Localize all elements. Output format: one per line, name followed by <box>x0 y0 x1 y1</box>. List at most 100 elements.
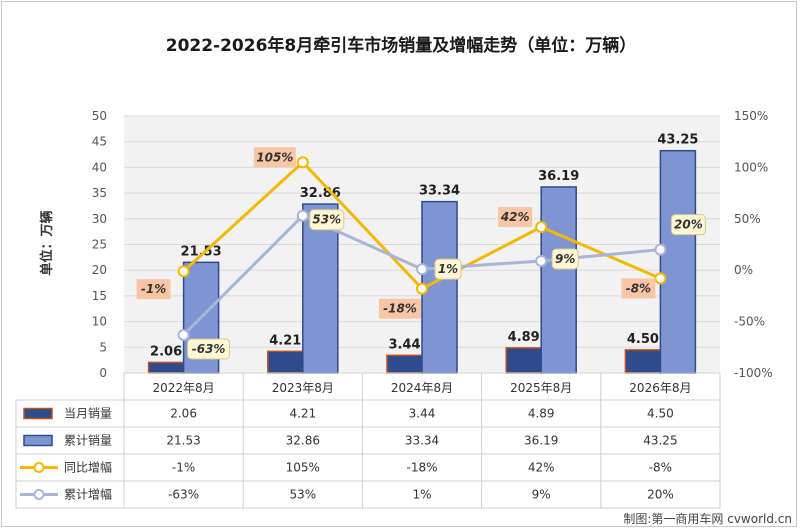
table-cell: 21.53 <box>166 434 200 448</box>
yoy-label: 105% <box>256 150 293 164</box>
monthly-bar-label: 4.21 <box>269 333 301 348</box>
monthly-bar-label: 4.89 <box>508 330 540 345</box>
yoy-growth-point <box>416 282 428 295</box>
cumulative-growth-label-box <box>670 214 706 236</box>
yoy-label-box <box>498 207 533 228</box>
cumulative-growth-point <box>177 328 190 341</box>
table-cell: 32.86 <box>286 434 320 448</box>
yoy-growth-point <box>296 156 309 169</box>
y2-tick-label: 50% <box>734 212 761 226</box>
legend-key-monthly <box>23 407 53 420</box>
cumulative-bar-label: 21.53 <box>181 244 222 259</box>
yoy-label-box <box>379 298 421 319</box>
legend-key-yoy-marker <box>33 462 45 473</box>
cumulative-growth-label: 20% <box>674 218 703 232</box>
cumulative-growth-point <box>535 254 548 267</box>
y2-tick-label: -100% <box>734 366 773 380</box>
cumulative-growth-label-box <box>187 338 231 360</box>
yoy-growth-point <box>535 221 548 234</box>
legend-label: 累计销量 <box>64 434 112 448</box>
yoy-label: -8% <box>626 281 651 295</box>
cumulative-bar <box>540 186 577 374</box>
y-tick-label: 0 <box>99 366 107 380</box>
y-tick-label: 5 <box>99 340 107 354</box>
chart-title: 2022-2026年8月牵引车市场销量及增幅走势（单位：万辆） <box>166 35 637 56</box>
y2-tick-label: 0% <box>734 263 753 277</box>
monthly-bar <box>505 347 542 374</box>
table-cell: -63% <box>168 488 199 502</box>
cumulative-growth-label-box <box>551 248 579 270</box>
table-cell: 4.89 <box>528 407 555 421</box>
monthly-bar-label: 3.44 <box>388 337 420 352</box>
table-cell: 33.34 <box>405 434 439 448</box>
cumulative-growth-point <box>654 243 667 256</box>
table-cell: 42% <box>528 461 555 475</box>
monthly-bar <box>147 361 185 374</box>
cumulative-bar-label: 43.25 <box>657 133 698 148</box>
x-category-label: 2025年8月 <box>510 381 572 395</box>
table-cell: -1% <box>172 461 195 475</box>
y-tick-label: 20 <box>92 263 107 277</box>
table-cell: 3.44 <box>409 407 436 421</box>
legend-key-cumulative <box>23 434 53 447</box>
cumulative-bar-label: 33.34 <box>419 184 460 199</box>
legend-key-cumulative-growth-marker <box>33 489 45 500</box>
y-tick-label: 40 <box>92 160 107 174</box>
source-credit: 制图:第一商用车网 cvworld.cn <box>623 511 792 526</box>
cumulative-bar <box>659 149 697 374</box>
table-cell: -18% <box>406 461 437 475</box>
yoy-label: -18% <box>383 302 417 316</box>
monthly-bar <box>267 350 304 374</box>
y-tick-label: 45 <box>92 135 107 149</box>
x-category-label: 2022年8月 <box>153 381 215 395</box>
cumulative-growth-label: 1% <box>438 262 458 276</box>
y-tick-label: 15 <box>92 289 107 303</box>
legend-label: 当月销量 <box>64 407 112 421</box>
y2-tick-label: 100% <box>734 160 768 174</box>
y-tick-label: 10 <box>92 315 107 329</box>
yoy-label: 42% <box>500 210 530 224</box>
yoy-growth-point <box>177 265 190 278</box>
table-cell: 36.19 <box>524 434 558 448</box>
y-tick-label: 30 <box>92 212 107 226</box>
cumulative-bar-label: 32.86 <box>300 186 341 201</box>
yoy-label-box <box>621 278 656 299</box>
table-cell: 53% <box>289 488 316 502</box>
yoy-growth-point <box>654 272 667 285</box>
table-cell: 4.50 <box>647 407 674 421</box>
cumulative-growth-label-box <box>434 258 462 280</box>
table-cell: 43.25 <box>643 434 677 448</box>
y2-tick-label: 150% <box>734 109 768 123</box>
yoy-label-box <box>253 147 296 168</box>
x-category-label: 2023年8月 <box>272 381 334 395</box>
y-axis-label: 单位：万辆 <box>39 210 55 275</box>
y-tick-label: 25 <box>92 238 107 252</box>
monthly-bar-label: 2.06 <box>150 344 182 359</box>
table-cell: 105% <box>286 461 320 475</box>
cumulative-growth-label-box <box>309 209 345 231</box>
table-cell: 1% <box>412 488 431 502</box>
monthly-bar <box>386 354 423 374</box>
y-tick-label: 50 <box>92 109 107 123</box>
yoy-label-box <box>136 279 171 300</box>
legend-label: 累计增幅 <box>64 487 112 502</box>
y2-tick-label: -50% <box>734 315 765 329</box>
cumulative-growth-label: -63% <box>192 342 226 356</box>
cumulative-growth-point <box>296 209 309 222</box>
x-category-label: 2026年8月 <box>629 381 691 395</box>
cumulative-growth-label: 53% <box>312 213 341 227</box>
cumulative-bar-label: 36.19 <box>538 169 579 184</box>
table-cell: 9% <box>532 488 551 502</box>
y-tick-label: 35 <box>92 186 107 200</box>
cumulative-growth-label: 9% <box>555 252 575 266</box>
table-cell: 20% <box>647 488 674 502</box>
table-cell: 4.21 <box>289 407 316 421</box>
monthly-bar <box>624 349 662 374</box>
table-cell: -8% <box>649 461 672 475</box>
x-category-label: 2024年8月 <box>391 381 453 395</box>
monthly-bar-label: 4.50 <box>627 332 659 347</box>
legend-label: 同比增幅 <box>64 460 112 475</box>
cumulative-growth-point <box>416 263 428 276</box>
